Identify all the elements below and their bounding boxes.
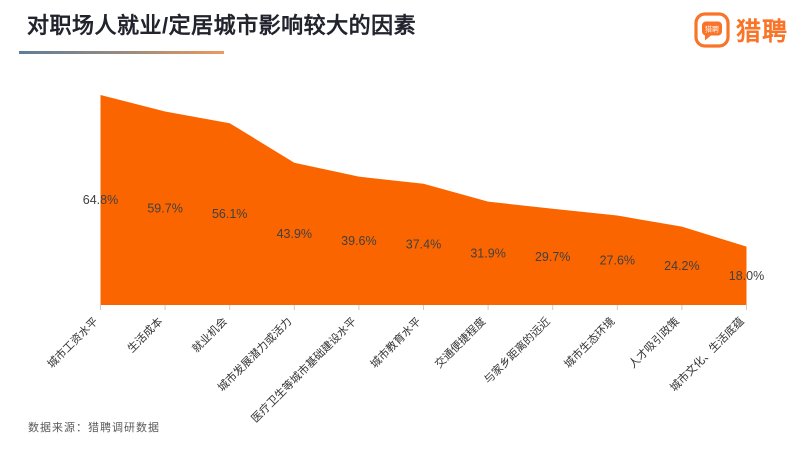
title-underline [19,51,224,54]
data-label: 31.9% [470,246,505,260]
area-chart-svg: 64.8% 59.7% 56.1% 43.9% 39.6% 37.4% 31.9% 29.7%… [44,95,764,425]
x-axis-label: 城市教育水平 [367,314,424,371]
page-title: 对职场人就业/定居城市影响较大的因素 [27,13,417,38]
logo-speech-bubble-tail [704,34,712,41]
x-axis-label: 城市工资水平 [44,314,101,371]
x-axis-label: 人才吸引政策 [625,314,682,371]
data-label: 64.8% [83,193,118,207]
data-label: 43.9% [277,227,312,241]
x-axis-label: 就业机会 [189,314,230,355]
data-label: 29.7% [535,250,570,264]
x-axis-label: 交通便捷程度 [432,314,489,371]
logo-frame [694,12,730,48]
data-source-note: 数据来源：猎聘调研数据 [28,422,160,434]
x-axis-label: 城市生态环境 [561,314,618,371]
data-label: 24.2% [664,259,699,273]
data-label: 27.6% [600,253,635,267]
area-series [100,95,747,305]
x-axis-label: 与家乡距离的远近 [481,314,553,386]
data-label: 37.4% [406,237,441,251]
x-axis-label: 医疗卫生等城市基础建设水平 [248,314,359,425]
data-label: 39.6% [341,234,376,248]
data-label: 18.0% [729,269,764,283]
data-label: 59.7% [147,201,182,215]
liepin-logo-text: 猎聘 [735,18,788,46]
liepin-logo: 猎聘 猎聘 [694,12,788,48]
data-label: 56.1% [212,207,247,221]
logo-icon-text: 猎聘 [705,24,719,33]
logo-speech-bubble [701,21,722,36]
liepin-logo-icon: 猎聘 [694,12,730,48]
x-axis-label: 生活成本 [124,314,165,355]
